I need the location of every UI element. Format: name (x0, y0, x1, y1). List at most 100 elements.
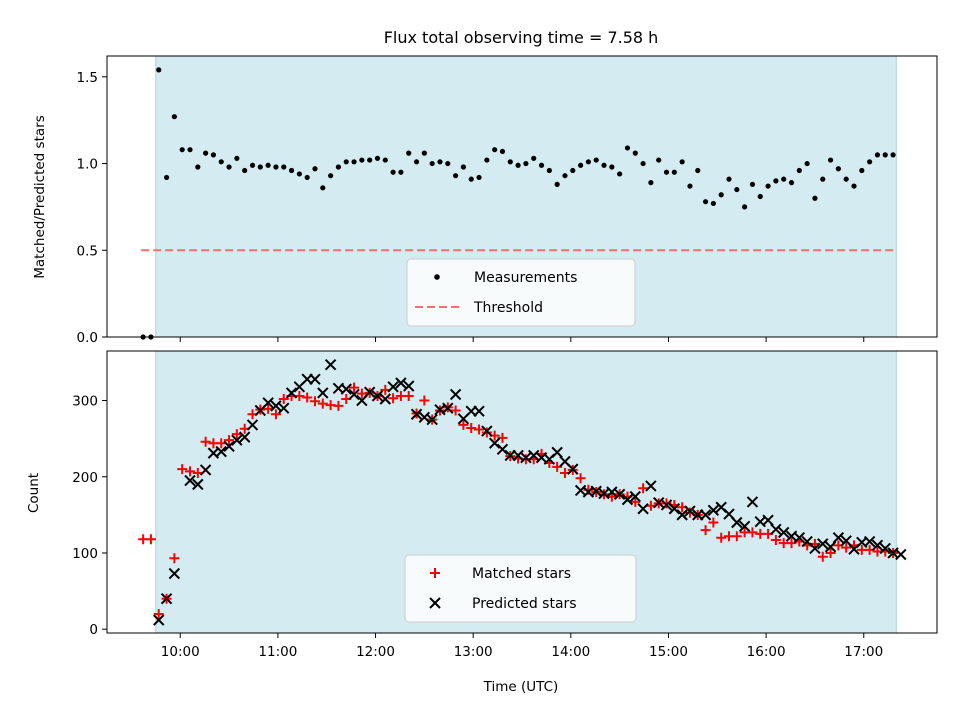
bottom-legend-box (404, 554, 637, 623)
matched-star-point (192, 467, 203, 478)
top-panel: Flux total observing time = 7.58 h Match… (32, 28, 938, 346)
matched-star-point (302, 392, 313, 403)
bottom-x-tick-label: 10:00 (161, 644, 200, 660)
predicted-star-point (684, 505, 696, 517)
predicted-star-point (324, 359, 337, 371)
measurement-point (538, 162, 545, 168)
measurement-point (851, 183, 857, 189)
measurement-point (702, 199, 709, 205)
bottom-plot-frame (106, 350, 938, 634)
predicted-star-point (762, 514, 774, 526)
bottom-y-tick-label: 300 (72, 394, 98, 410)
matched-star-point (153, 608, 164, 619)
measurement-point (195, 164, 201, 170)
predicted-star-point (777, 526, 790, 539)
matched-star-point (185, 466, 195, 477)
predicted-star-point (473, 405, 485, 417)
measurement-point (695, 167, 701, 174)
measurement-point (468, 176, 474, 182)
matched-star-point (317, 398, 328, 409)
predicted-star-point (488, 437, 501, 449)
measurement-point (390, 169, 396, 175)
predicted-star-point (637, 503, 649, 515)
matched-star-point (841, 542, 852, 553)
measurement-point (328, 173, 334, 179)
matched-star-point (349, 382, 360, 393)
measurement-point (796, 167, 802, 174)
legend-predicted-label: Predicted stars (472, 596, 577, 612)
measurement-point (304, 174, 310, 181)
predicted-star-point (660, 499, 673, 511)
matched-star-point (684, 507, 695, 518)
matched-star-point (200, 436, 211, 447)
predicted-star-point (153, 614, 165, 626)
predicted-star-point (652, 496, 665, 509)
measurement-point (367, 157, 373, 163)
measurement-point (445, 160, 451, 167)
measurement-point (421, 150, 427, 156)
matched-star-point (309, 396, 320, 407)
legend-matched-marker (430, 568, 440, 578)
matched-star-point (145, 534, 156, 545)
matched-star-point (770, 535, 781, 546)
measurement-point (632, 150, 638, 156)
matched-star-point (333, 400, 344, 411)
predicted-star-point (738, 520, 751, 533)
predicted-star-point (871, 539, 884, 552)
predicted-star-point (520, 451, 532, 464)
matched-star-point (458, 419, 469, 430)
measurement-point (163, 174, 170, 181)
bottom-panel: Count Time (UTC) 0 100 200 300 10:00 11:00 12… (26, 350, 938, 695)
measurement-point (460, 164, 467, 170)
matched-star-point (481, 427, 492, 438)
measurement-point (476, 174, 482, 181)
predicted-star-point (309, 373, 321, 385)
bottom-y-axis-label: Count (26, 473, 42, 513)
bottom-x-tick-label: 12:00 (356, 644, 395, 660)
measurement-point (359, 157, 365, 163)
measurement-point (288, 167, 295, 174)
measurement-point (890, 152, 896, 158)
top-y-axis-label: Matched/Predicted stars (32, 115, 48, 278)
top-y-axis: 0.0 0.5 1.0 1.5 (77, 70, 107, 346)
matched-star-point (450, 405, 461, 416)
predicted-star-point (528, 449, 540, 462)
predicted-star-point (676, 509, 688, 521)
measurement-point (874, 152, 881, 158)
measurement-point (429, 160, 435, 167)
legend-measurements-label: Measurements (474, 270, 577, 286)
legend-predicted-marker (429, 597, 441, 609)
measurement-point (234, 155, 240, 161)
measurement-point (710, 200, 716, 207)
measurement-point (617, 171, 623, 177)
measurement-point (648, 180, 654, 186)
top-y-tick-label: 0.0 (77, 330, 98, 346)
predicted-star-point (223, 440, 235, 452)
predicted-star-point (192, 478, 204, 491)
predicted-star-point (160, 592, 173, 605)
measurement-point (593, 157, 599, 163)
bottom-x-tick-label: 14:00 (551, 644, 590, 660)
measurement-point (320, 185, 326, 191)
predicted-star-point (238, 431, 251, 443)
measurement-point (812, 195, 818, 201)
predicted-star-point (496, 443, 509, 456)
x-axis-label: Time (UTC) (483, 679, 559, 695)
measurement-point (257, 164, 263, 170)
measurement-point (507, 159, 513, 165)
measurement-point (249, 162, 256, 168)
measurement-point (242, 167, 248, 174)
measurement-point (226, 164, 232, 170)
measurement-point (210, 152, 217, 158)
predicted-star-point (340, 383, 352, 395)
bottom-x-tick-label: 17:00 (844, 644, 883, 660)
matched-star-point (177, 464, 188, 475)
predicted-star-point (668, 503, 681, 515)
bottom-y-tick-label: 0 (89, 622, 98, 638)
predicted-star-point (348, 388, 360, 401)
predicted-star-point (199, 464, 212, 476)
predicted-star-point (770, 523, 782, 536)
measurement-point (413, 159, 420, 165)
matched-star-point (216, 438, 227, 449)
predicted-star-point (590, 485, 602, 497)
